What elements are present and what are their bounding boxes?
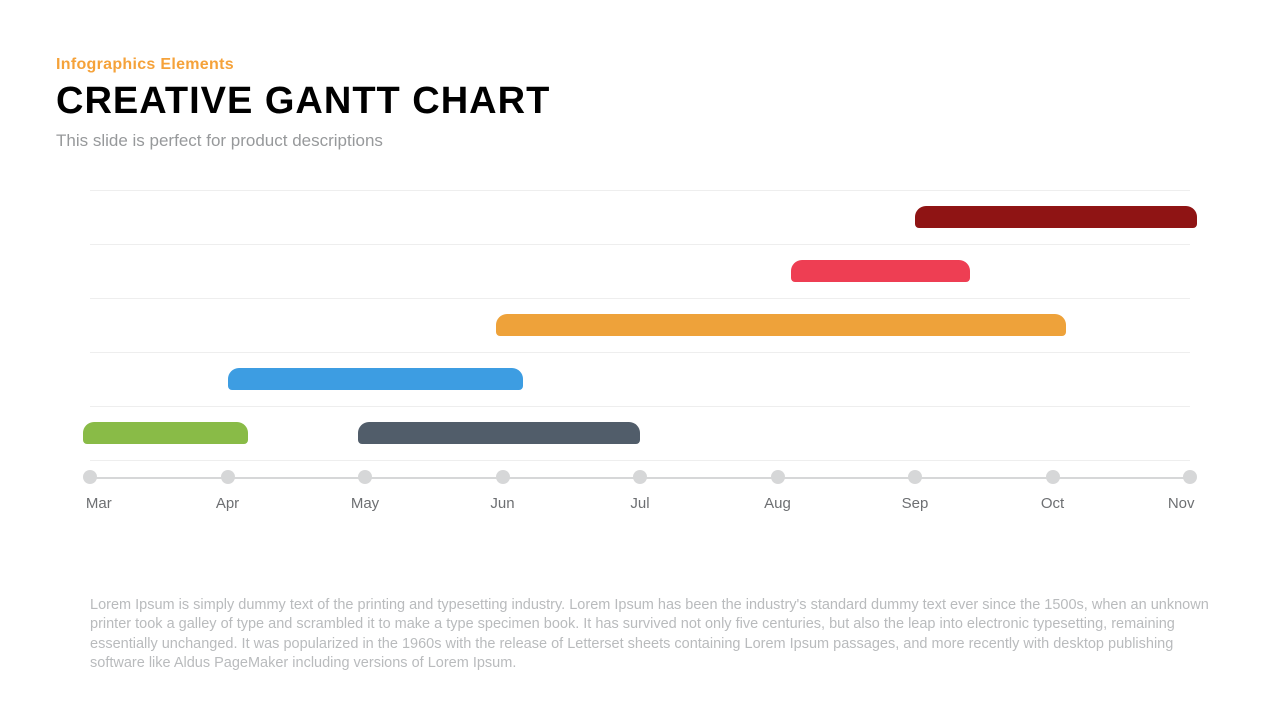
gridline [90,298,1190,299]
axis-tick [83,470,97,484]
axis-tick [633,470,647,484]
gantt-row [90,352,1190,406]
axis-label: Mar [86,495,112,512]
axis-tick [496,470,510,484]
gantt-row [90,406,1190,460]
axis-tick [1046,470,1060,484]
gantt-chart: MarAprMayJunJulAugSepOctNov [90,190,1190,527]
axis-label: Jul [630,495,649,512]
page-title: CREATIVE GANTT CHART [56,80,1224,123]
gantt-bar [228,368,524,390]
gantt-row [90,244,1190,298]
subtitle: This slide is perfect for product descri… [56,131,1224,151]
gantt-bar [358,422,640,444]
axis-tick [908,470,922,484]
axis-tick [221,470,235,484]
gridline [90,190,1190,191]
gantt-row [90,298,1190,352]
gantt-bar [791,260,970,282]
axis-label: May [351,495,379,512]
x-axis: MarAprMayJunJulAugSepOctNov [90,467,1190,527]
axis-tick [1183,470,1197,484]
axis-label: Apr [216,495,239,512]
axis-tick [358,470,372,484]
gantt-bar [915,206,1197,228]
slide: Infographics Elements CREATIVE GANTT CHA… [0,0,1280,720]
axis-label: Nov [1168,495,1195,512]
gantt-row [90,190,1190,244]
axis-label: Jun [490,495,514,512]
axis-label: Aug [764,495,791,512]
gridline [90,352,1190,353]
gantt-bar [83,422,248,444]
eyebrow: Infographics Elements [56,56,1224,74]
axis-label: Sep [902,495,929,512]
axis-tick [771,470,785,484]
body-paragraph: Lorem Ipsum is simply dummy text of the … [90,596,1210,674]
gridline [90,460,1190,461]
gridline [90,244,1190,245]
gantt-bar [496,314,1067,336]
gridline [90,406,1190,407]
axis-label: Oct [1041,495,1064,512]
